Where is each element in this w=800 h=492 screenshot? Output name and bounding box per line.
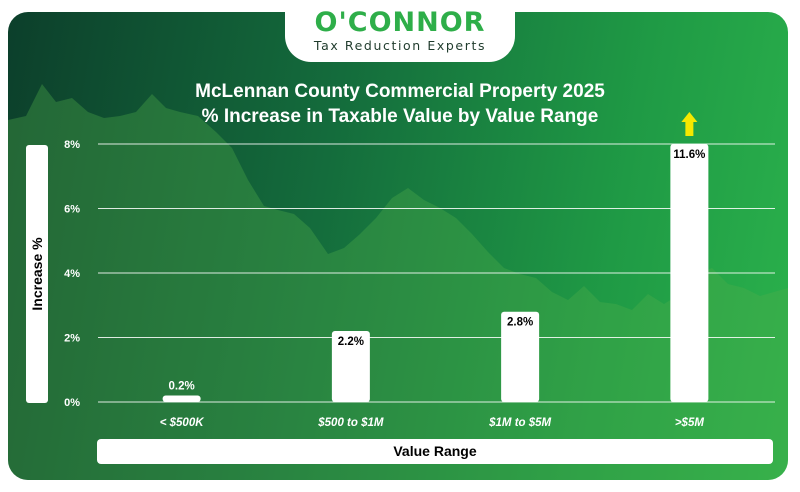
chart-title: McLennan County Commercial Property 2025 [195, 81, 605, 102]
y-axis-label: Increase % [29, 237, 45, 311]
data-label: 0.2% [169, 381, 195, 393]
y-tick-label: 2% [64, 333, 80, 345]
background-mountain-decoration [8, 84, 788, 480]
y-tick-label: 0% [64, 397, 80, 409]
y-tick-label: 4% [64, 268, 80, 280]
x-tick-label: < $500K [160, 417, 204, 429]
brand-logo: O'CONNOR Tax Reduction Experts [285, 0, 515, 62]
bar [162, 395, 201, 402]
data-label: 2.2% [338, 336, 364, 348]
bar [501, 311, 540, 402]
bar [670, 144, 709, 402]
overflow-arrow-icon [681, 112, 698, 136]
brand-tagline: Tax Reduction Experts [313, 38, 487, 53]
brand-name: O'CONNOR [314, 7, 486, 38]
x-tick-label: $500 to $1M [317, 417, 384, 429]
x-tick-label: $1M to $5M [488, 417, 551, 429]
y-axis-label-box [26, 145, 48, 403]
x-axis-label: Value Range [97, 439, 773, 464]
y-tick-label: 8% [64, 139, 80, 151]
x-tick-label: >$5M [675, 417, 705, 429]
data-label: 2.8% [507, 317, 533, 329]
data-label: 11.6% [673, 149, 705, 161]
chart-subtitle: % Increase in Taxable Value by Value Ran… [201, 106, 599, 127]
y-tick-label: 6% [64, 204, 80, 216]
bar [331, 331, 370, 402]
